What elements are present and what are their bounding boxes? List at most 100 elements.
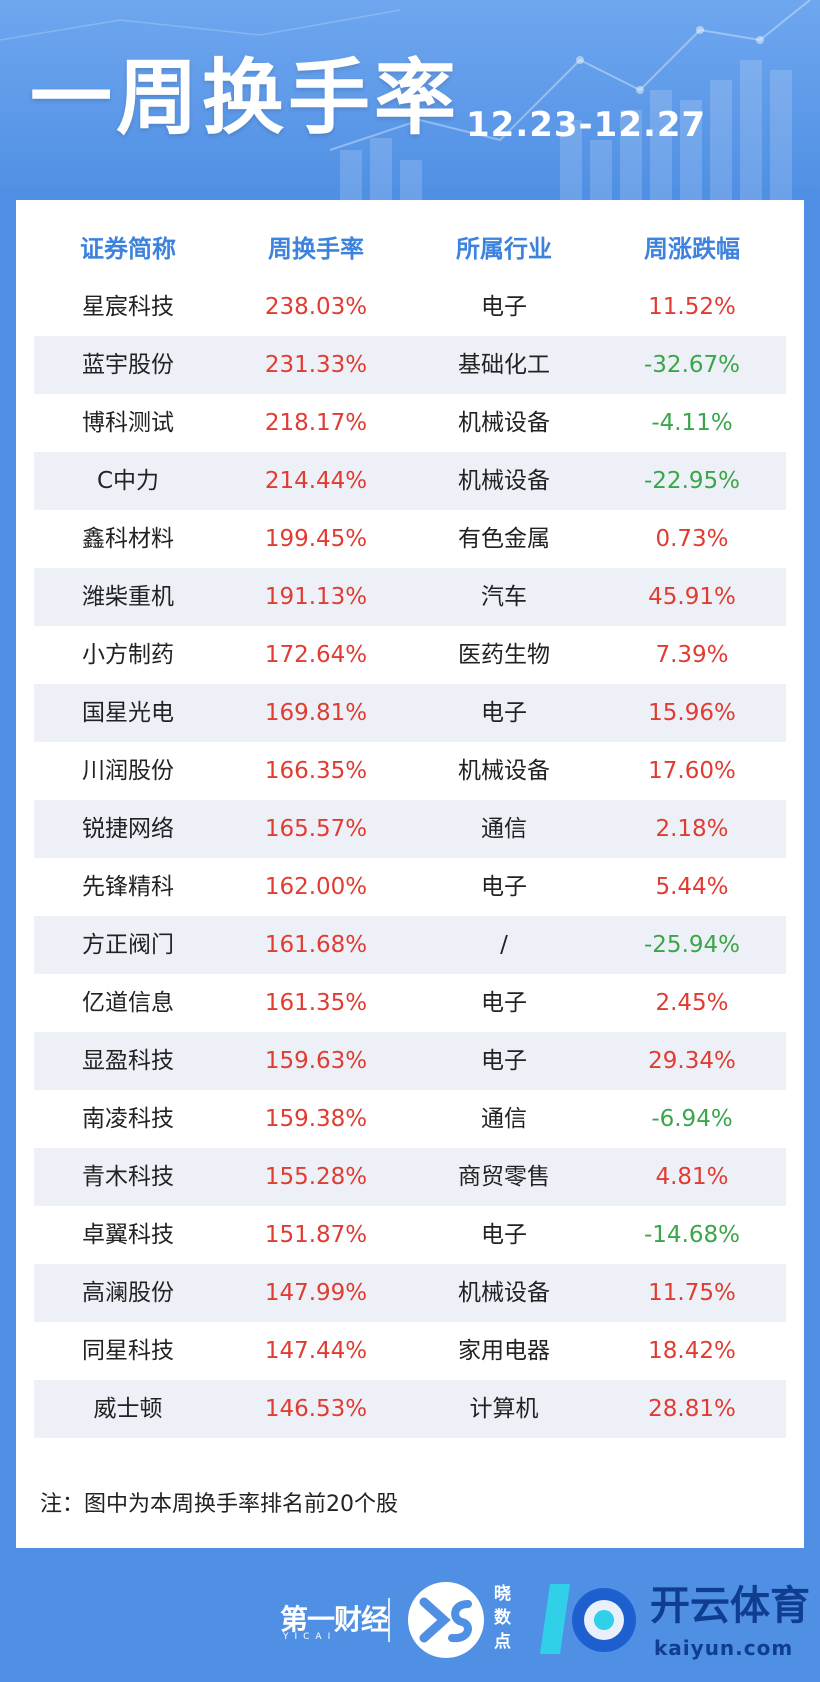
table-row: 潍柴重机 191.13% 汽车 45.91% — [34, 568, 786, 626]
industry-cell: 通信 — [481, 1106, 527, 1132]
turnover-rate-cell: 218.17% — [264, 410, 368, 436]
stock-name-cell: 博科测试 — [82, 410, 174, 436]
turnover-rate-cell: 165.57% — [264, 816, 368, 842]
stock-name-cell: 南凌科技 — [82, 1106, 174, 1132]
stock-name-cell: C中力 — [96, 468, 160, 494]
weekly-change-cell: 4.81% — [655, 1164, 729, 1190]
turnover-rate-cell: 231.33% — [264, 352, 368, 378]
bar-chart-decoration-icon — [0, 0, 811, 200]
footer-divider — [388, 1598, 390, 1642]
table-header: 证券简称 周换手率 所属行业 周涨跌幅 — [34, 220, 786, 278]
turnover-rate-cell: 238.03% — [264, 294, 368, 320]
turnover-rate-cell: 147.44% — [264, 1338, 368, 1364]
table-row: 川润股份 166.35% 机械设备 17.60% — [34, 742, 786, 800]
stock-name-cell: 亿道信息 — [82, 990, 174, 1016]
kaiyun-logo-icon — [540, 1584, 636, 1654]
industry-cell: / — [500, 932, 508, 958]
weekly-change-cell: 11.75% — [648, 1280, 736, 1306]
weekly-change-cell: 11.52% — [648, 294, 736, 320]
industry-cell: 电子 — [481, 990, 527, 1016]
brand-name: 开云体育 — [650, 1583, 810, 1629]
industry-cell: 计算机 — [469, 1396, 539, 1422]
stock-name-cell: 蓝宇股份 — [82, 352, 174, 378]
footer: 第一财经 YICAI 晓数点 开云体育 kaiyun.com — [0, 1548, 820, 1682]
stock-name-cell: 川润股份 — [82, 758, 174, 784]
weekly-change-cell: 0.73% — [655, 526, 729, 552]
turnover-rate-cell: 199.45% — [264, 526, 368, 552]
stock-name-cell: 高澜股份 — [82, 1280, 174, 1306]
industry-cell: 电子 — [481, 1222, 527, 1248]
column-header-name: 证券简称 — [80, 235, 176, 263]
turnover-rate-cell: 159.38% — [264, 1106, 368, 1132]
table-row: 方正阀门 161.68% / -25.94% — [34, 916, 786, 974]
yicai-logo-sub: YICAI — [283, 1632, 337, 1642]
turnover-rate-cell: 214.44% — [264, 468, 368, 494]
table-row: 星宸科技 238.03% 电子 11.52% — [34, 278, 786, 336]
weekly-change-cell: 5.44% — [655, 874, 729, 900]
weekly-change-cell: 29.34% — [648, 1048, 736, 1074]
turnover-rate-cell: 147.99% — [264, 1280, 368, 1306]
turnover-rate-cell: 172.64% — [264, 642, 368, 668]
industry-cell: 电子 — [481, 1048, 527, 1074]
weekly-change-cell: 45.91% — [648, 584, 736, 610]
table-row: 先锋精科 162.00% 电子 5.44% — [34, 858, 786, 916]
turnover-rate-cell: 146.53% — [264, 1396, 368, 1422]
header-banner: 一周换手率 12.23-12.27 — [0, 0, 820, 200]
stock-name-cell: 显盈科技 — [82, 1048, 174, 1074]
stock-name-cell: 先锋精科 — [82, 874, 174, 900]
weekly-change-cell: 28.81% — [648, 1396, 736, 1422]
industry-cell: 通信 — [481, 816, 527, 842]
footnote: 注：图中为本周换手率排名前20个股 — [40, 1492, 398, 1517]
turnover-rate-cell: 151.87% — [264, 1222, 368, 1248]
column-header-rate: 周换手率 — [268, 235, 364, 263]
weekly-change-cell: -22.95% — [644, 468, 740, 494]
industry-cell: 汽车 — [481, 584, 527, 610]
industry-cell: 机械设备 — [458, 758, 550, 784]
industry-cell: 基础化工 — [458, 352, 550, 378]
weekly-change-cell: -32.67% — [644, 352, 740, 378]
stock-name-cell: 锐捷网络 — [82, 816, 174, 842]
stock-name-cell: 青木科技 — [82, 1164, 174, 1190]
stock-name-cell: 潍柴重机 — [82, 584, 174, 610]
table-row: 博科测试 218.17% 机械设备 -4.11% — [34, 394, 786, 452]
industry-cell: 医药生物 — [458, 642, 550, 668]
table-row: 蓝宇股份 231.33% 基础化工 -32.67% — [34, 336, 786, 394]
date-range: 12.23-12.27 — [466, 105, 707, 145]
table-row: C中力 214.44% 机械设备 -22.95% — [34, 452, 786, 510]
turnover-rate-cell: 191.13% — [264, 584, 368, 610]
table-row: 国星光电 169.81% 电子 15.96% — [34, 684, 786, 742]
turnover-rate-cell: 159.63% — [264, 1048, 368, 1074]
turnover-rate-cell: 169.81% — [264, 700, 368, 726]
weekly-change-cell: -6.94% — [651, 1106, 733, 1132]
table-row: 显盈科技 159.63% 电子 29.34% — [34, 1032, 786, 1090]
table-row: 威士顿 146.53% 计算机 28.81% — [34, 1380, 786, 1438]
weekly-change-cell: 18.42% — [648, 1338, 736, 1364]
stock-name-cell: 同星科技 — [82, 1338, 174, 1364]
stock-name-cell: 威士顿 — [93, 1396, 163, 1422]
table-card: 证券简称 周换手率 所属行业 周涨跌幅 星宸科技 238.03% 电子 11.52% 蓝… — [16, 200, 804, 1548]
page-title: 一周换手率 — [30, 51, 461, 146]
weekly-change-cell: 2.45% — [655, 990, 729, 1016]
table-row: 青木科技 155.28% 商贸零售 4.81% — [34, 1148, 786, 1206]
table-row: 锐捷网络 165.57% 通信 2.18% — [34, 800, 786, 858]
industry-cell: 机械设备 — [458, 410, 550, 436]
turnover-rate-cell: 166.35% — [264, 758, 368, 784]
stock-name-cell: 卓翼科技 — [82, 1222, 174, 1248]
table-row: 亿道信息 161.35% 电子 2.45% — [34, 974, 786, 1032]
industry-cell: 商贸零售 — [458, 1164, 550, 1190]
yicai-logo: 第一财经 — [280, 1603, 389, 1636]
industry-cell: 电子 — [481, 874, 527, 900]
stock-name-cell: 方正阀门 — [82, 932, 174, 958]
weekly-change-cell: 17.60% — [648, 758, 736, 784]
table-row: 卓翼科技 151.87% 电子 -14.68% — [34, 1206, 786, 1264]
table-row: 南凌科技 159.38% 通信 -6.94% — [34, 1090, 786, 1148]
industry-cell: 电子 — [481, 294, 527, 320]
industry-cell: 机械设备 — [458, 1280, 550, 1306]
turnover-rate-cell: 162.00% — [264, 874, 368, 900]
table-row: 鑫科材料 199.45% 有色金属 0.73% — [34, 510, 786, 568]
xiaoshudian-label: 晓数点 — [494, 1584, 511, 1652]
column-header-change: 周涨跌幅 — [644, 235, 740, 263]
stock-name-cell: 鑫科材料 — [82, 526, 174, 552]
stock-name-cell: 小方制药 — [82, 642, 174, 668]
stock-name-cell: 星宸科技 — [82, 294, 174, 320]
